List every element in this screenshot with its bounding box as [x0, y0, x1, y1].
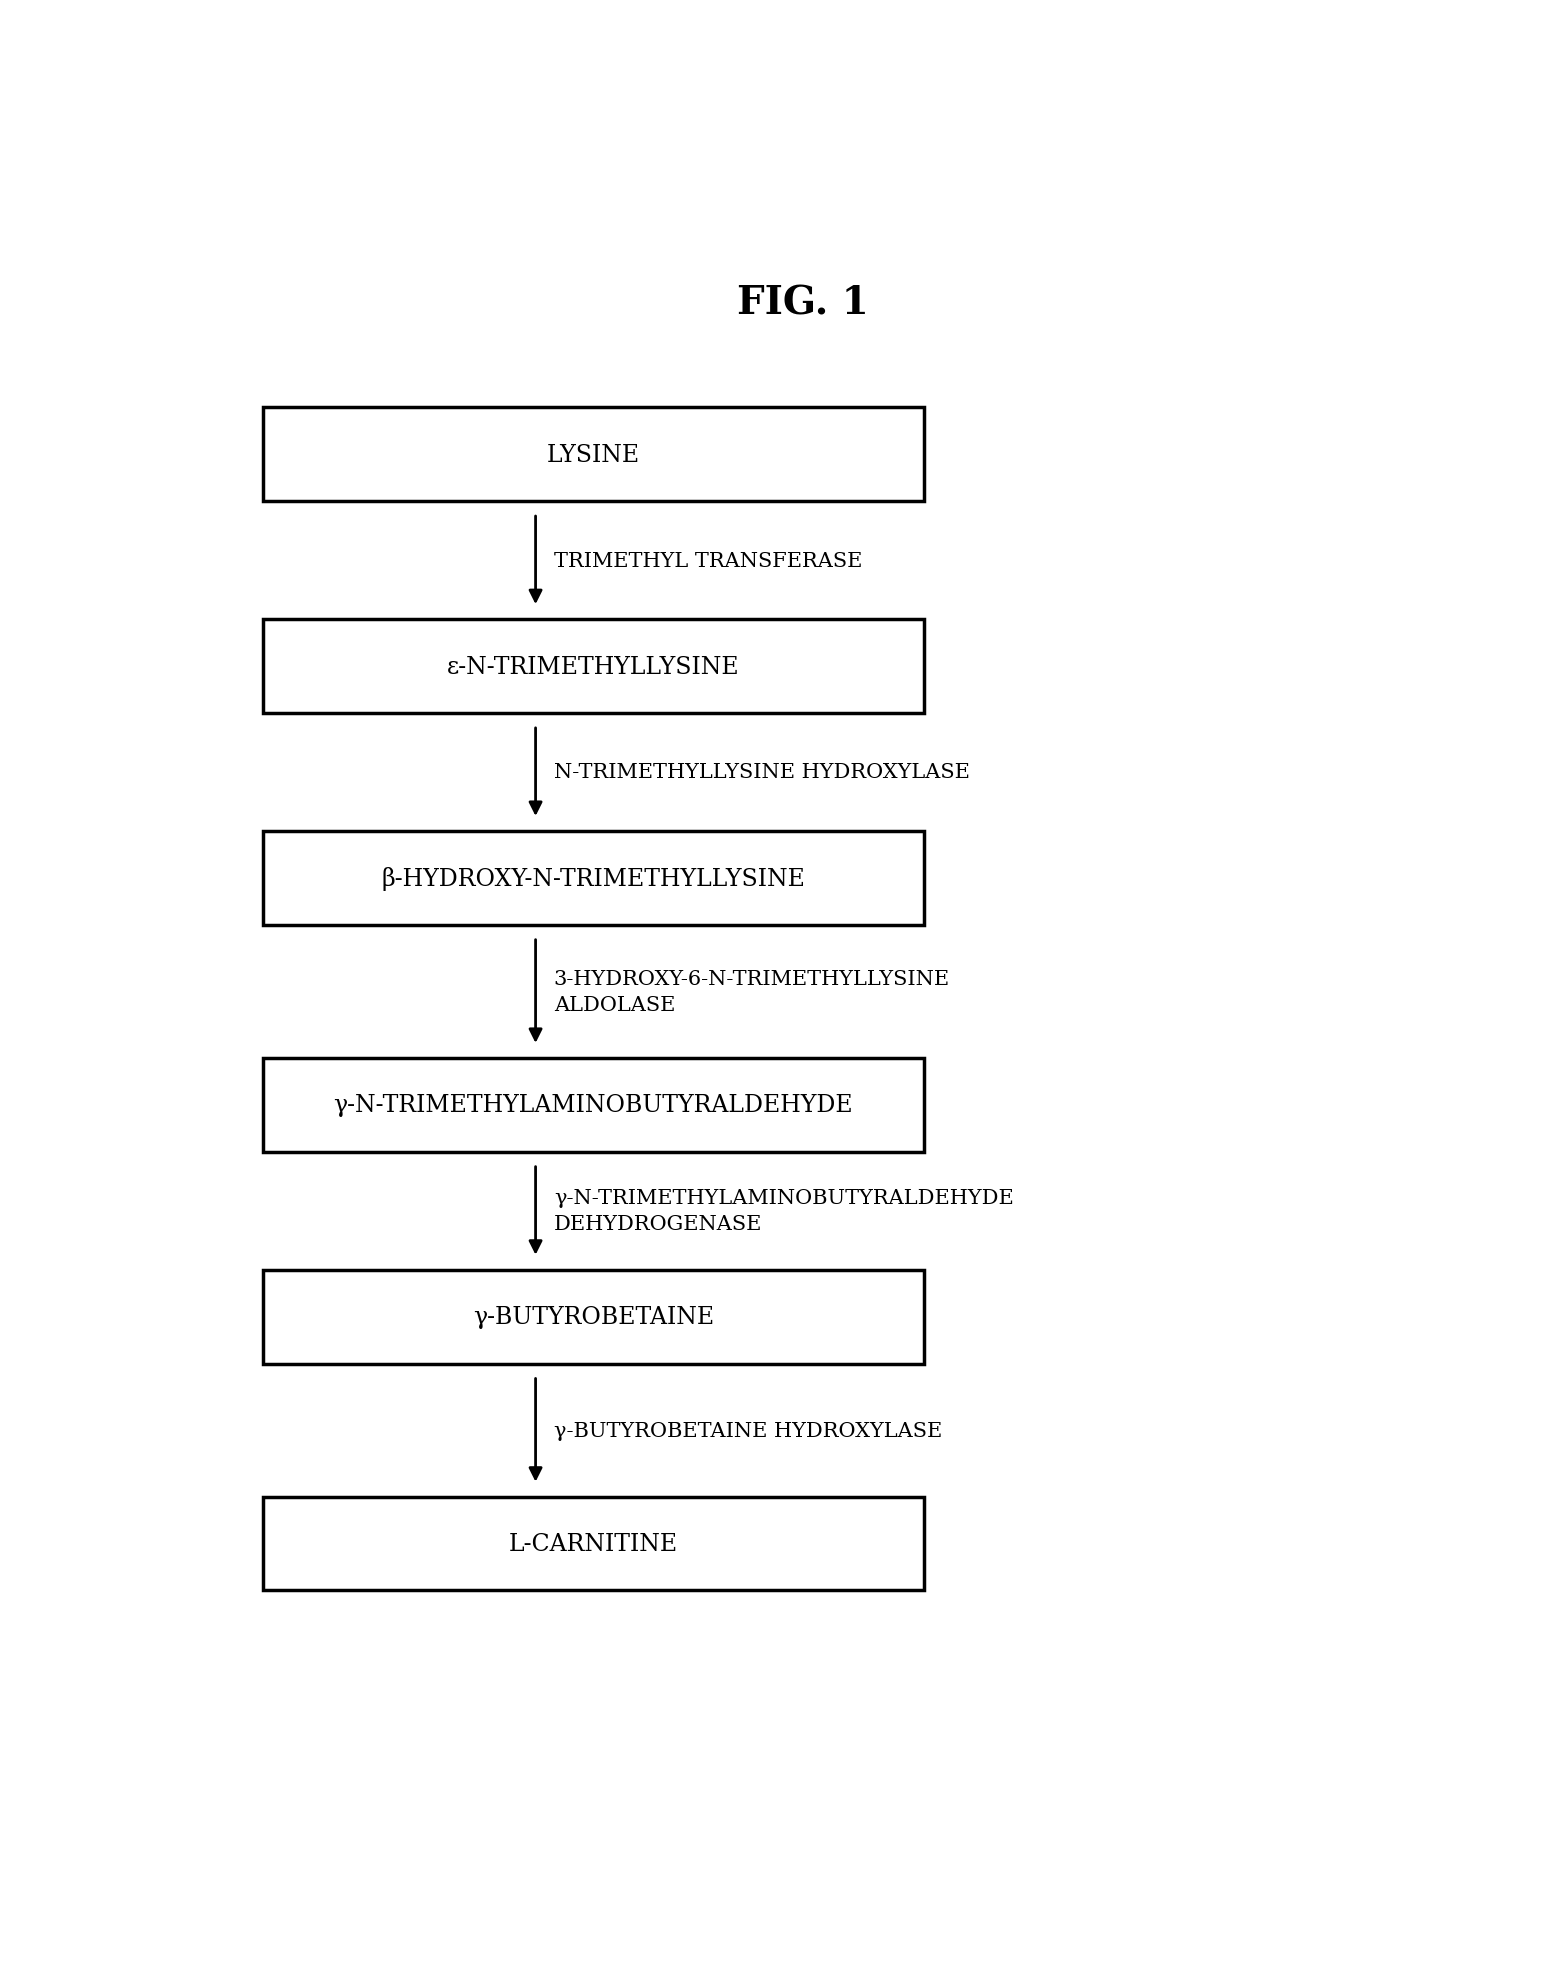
Bar — [263, 1497, 924, 1591]
Text: TRIMETHYL TRANSFERASE: TRIMETHYL TRANSFERASE — [554, 552, 863, 570]
Text: γ-N-TRIMETHYLAMINOBUTYRALDEHYDE
DEHYDROGENASE: γ-N-TRIMETHYLAMINOBUTYRALDEHYDE DEHYDROG… — [554, 1188, 1013, 1233]
Text: LYSINE: LYSINE — [547, 444, 640, 467]
Bar — [263, 621, 924, 713]
Text: γ-BUTYROBETAINE: γ-BUTYROBETAINE — [473, 1306, 714, 1328]
Bar — [263, 409, 924, 503]
Text: N-TRIMETHYLLYSINE HYDROXYLASE: N-TRIMETHYLLYSINE HYDROXYLASE — [554, 764, 969, 782]
Text: L-CARNITINE: L-CARNITINE — [509, 1532, 678, 1555]
Bar — [263, 831, 924, 925]
Text: ε-N-TRIMETHYLLYSINE: ε-N-TRIMETHYLLYSINE — [446, 656, 739, 678]
Text: FIG. 1: FIG. 1 — [736, 285, 869, 322]
Bar — [263, 1059, 924, 1153]
Text: γ-BUTYROBETAINE HYDROXYLASE: γ-BUTYROBETAINE HYDROXYLASE — [554, 1420, 943, 1440]
Text: β-HYDROXY-N-TRIMETHYLLYSINE: β-HYDROXY-N-TRIMETHYLLYSINE — [381, 866, 805, 890]
Bar — [263, 1271, 924, 1363]
Text: γ-N-TRIMETHYLAMINOBUTYRALDEHYDE: γ-N-TRIMETHYLAMINOBUTYRALDEHYDE — [334, 1094, 853, 1118]
Text: 3-HYDROXY-6-N-TRIMETHYLLYSINE
ALDOLASE: 3-HYDROXY-6-N-TRIMETHYLLYSINE ALDOLASE — [554, 968, 951, 1015]
